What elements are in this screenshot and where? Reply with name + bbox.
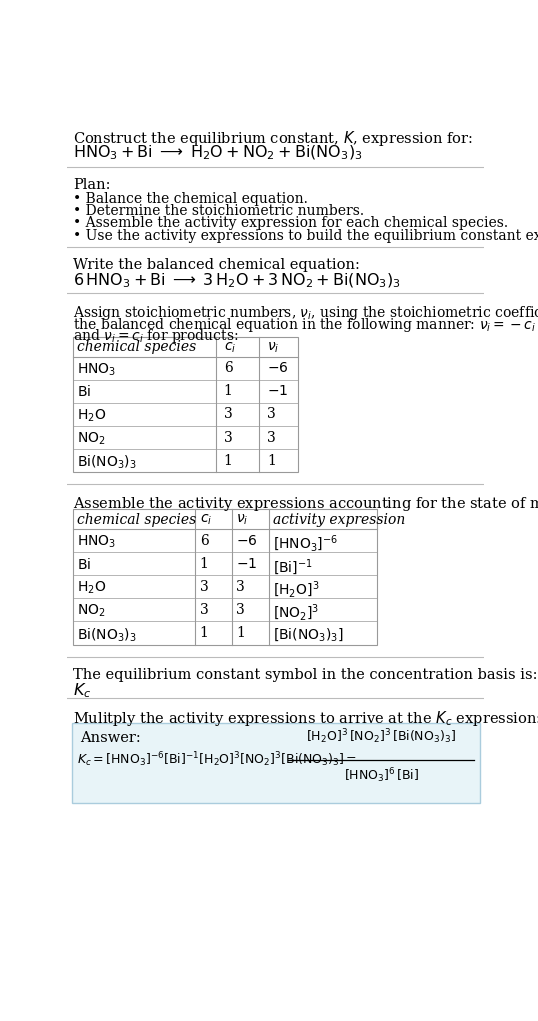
Text: 1: 1 [200, 626, 209, 640]
Text: $\nu_i$: $\nu_i$ [267, 340, 280, 355]
Text: chemical species: chemical species [76, 340, 196, 354]
Text: $\mathrm{HNO_3 + Bi} \;\longrightarrow\; \mathrm{H_2O + NO_2 + Bi(NO_3)_3}$: $\mathrm{HNO_3 + Bi} \;\longrightarrow\;… [74, 144, 363, 162]
Text: $\mathrm{6\,HNO_3 + Bi} \;\longrightarrow\; \mathrm{3\,H_2O + 3\,NO_2 + Bi(NO_3): $\mathrm{6\,HNO_3 + Bi} \;\longrightarro… [74, 272, 401, 290]
Text: 3: 3 [236, 603, 245, 617]
Text: 3: 3 [224, 407, 232, 422]
Text: $\mathrm{Bi}$: $\mathrm{Bi}$ [76, 556, 90, 572]
Text: the balanced chemical equation in the following manner: $\nu_i = -c_i$ for react: the balanced chemical equation in the fo… [74, 315, 538, 334]
Text: $\mathrm{NO_2}$: $\mathrm{NO_2}$ [76, 603, 105, 620]
Text: • Use the activity expressions to build the equilibrium constant expression.: • Use the activity expressions to build … [74, 229, 538, 243]
Text: $-6$: $-6$ [236, 534, 258, 547]
FancyBboxPatch shape [72, 723, 479, 804]
Text: 3: 3 [224, 431, 232, 444]
Text: $c_i$: $c_i$ [224, 340, 236, 355]
Text: 3: 3 [236, 580, 245, 594]
Text: 1: 1 [267, 453, 276, 468]
Text: $K_c$: $K_c$ [74, 682, 92, 700]
Text: 1: 1 [200, 556, 209, 571]
Text: $-1$: $-1$ [267, 384, 288, 398]
Text: $\mathrm{NO_2}$: $\mathrm{NO_2}$ [76, 431, 105, 447]
Text: Mulitply the activity expressions to arrive at the $K_c$ expression:: Mulitply the activity expressions to arr… [74, 710, 538, 728]
Text: 3: 3 [267, 431, 276, 444]
Text: activity expression: activity expression [273, 513, 406, 527]
Bar [74, 337, 298, 472]
Text: Plan:: Plan: [74, 178, 111, 192]
Text: • Assemble the activity expression for each chemical species.: • Assemble the activity expression for e… [74, 216, 508, 231]
Text: 6: 6 [224, 361, 232, 376]
Text: $\mathrm{HNO_3}$: $\mathrm{HNO_3}$ [76, 361, 116, 378]
Text: 1: 1 [224, 384, 232, 398]
Text: 3: 3 [267, 407, 276, 422]
Text: chemical species: chemical species [76, 513, 196, 527]
Text: $[\mathrm{HNO_3}]^{6}\,[\mathrm{Bi}]$: $[\mathrm{HNO_3}]^{6}\,[\mathrm{Bi}]$ [344, 766, 419, 785]
Text: and $\nu_i = c_i$ for products:: and $\nu_i = c_i$ for products: [74, 328, 239, 345]
Text: 1: 1 [224, 453, 232, 468]
Text: $[\mathrm{Bi(NO_3)_3}]$: $[\mathrm{Bi(NO_3)_3}]$ [273, 626, 344, 643]
Text: Assemble the activity expressions accounting for the state of matter and $\nu_i$: Assemble the activity expressions accoun… [74, 495, 538, 514]
Text: • Determine the stoichiometric numbers.: • Determine the stoichiometric numbers. [74, 204, 365, 218]
Text: $\mathrm{H_2O}$: $\mathrm{H_2O}$ [76, 580, 106, 596]
Text: $c_i$: $c_i$ [200, 513, 212, 527]
Text: $\mathrm{H_2O}$: $\mathrm{H_2O}$ [76, 407, 106, 424]
Text: $\mathrm{Bi(NO_3)_3}$: $\mathrm{Bi(NO_3)_3}$ [76, 626, 136, 643]
Text: $[\mathrm{NO_2}]^{3}$: $[\mathrm{NO_2}]^{3}$ [273, 603, 320, 624]
Text: 1: 1 [236, 626, 245, 640]
Text: Assign stoichiometric numbers, $\nu_i$, using the stoichiometric coefficients, $: Assign stoichiometric numbers, $\nu_i$, … [74, 304, 538, 323]
Text: Write the balanced chemical equation:: Write the balanced chemical equation: [74, 258, 360, 272]
Text: 6: 6 [200, 534, 209, 547]
Text: Construct the equilibrium constant, $K$, expression for:: Construct the equilibrium constant, $K$,… [74, 129, 473, 148]
Text: $-6$: $-6$ [267, 361, 289, 376]
Text: $[\mathrm{H_2O}]^{3}$: $[\mathrm{H_2O}]^{3}$ [273, 580, 320, 600]
Text: Answer:: Answer: [80, 731, 140, 745]
Bar [74, 509, 377, 644]
Text: 3: 3 [200, 580, 209, 594]
Text: 3: 3 [200, 603, 209, 617]
Text: The equilibrium constant symbol in the concentration basis is:: The equilibrium constant symbol in the c… [74, 668, 538, 682]
Text: $\nu_i$: $\nu_i$ [236, 513, 249, 527]
Text: $\mathrm{HNO_3}$: $\mathrm{HNO_3}$ [76, 534, 116, 550]
Text: $-1$: $-1$ [236, 556, 258, 571]
Text: $[\mathrm{H_2O}]^{3}\,[\mathrm{NO_2}]^{3}\,[\mathrm{Bi(NO_3)_3}]$: $[\mathrm{H_2O}]^{3}\,[\mathrm{NO_2}]^{3… [306, 728, 456, 746]
Text: $[\mathrm{Bi}]^{-1}$: $[\mathrm{Bi}]^{-1}$ [273, 556, 313, 577]
Text: $[\mathrm{HNO_3}]^{-6}$: $[\mathrm{HNO_3}]^{-6}$ [273, 534, 338, 554]
Text: • Balance the chemical equation.: • Balance the chemical equation. [74, 192, 308, 206]
Text: $K_c = [\mathrm{HNO_3}]^{-6}[\mathrm{Bi}]^{-1}[\mathrm{H_2O}]^{3}[\mathrm{NO_2}]: $K_c = [\mathrm{HNO_3}]^{-6}[\mathrm{Bi}… [76, 750, 357, 770]
Text: $\mathrm{Bi}$: $\mathrm{Bi}$ [76, 384, 90, 399]
Text: $\mathrm{Bi(NO_3)_3}$: $\mathrm{Bi(NO_3)_3}$ [76, 453, 136, 471]
